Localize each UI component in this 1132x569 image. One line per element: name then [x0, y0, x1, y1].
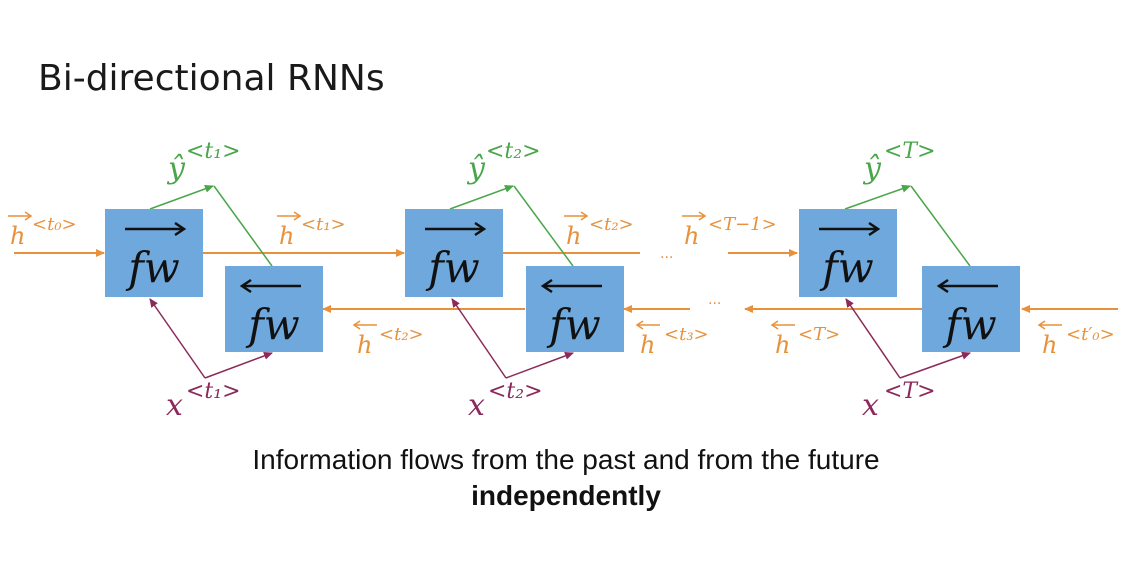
output-label-2: ŷ <t₂> [466, 139, 541, 186]
green-bwd-3 [910, 185, 971, 267]
state-base: h [684, 222, 699, 250]
state-base: h [10, 222, 25, 250]
state-base: h [640, 331, 655, 359]
output-sup: <t₁> [186, 139, 241, 164]
state-base: h [1042, 331, 1057, 359]
state-sup: <T> [798, 324, 840, 345]
forward-cell-1: fw [105, 209, 203, 297]
caption-line-1: Information flows from the past and from… [252, 444, 880, 475]
output-base: ŷ [466, 151, 486, 186]
forward-cell-2: fw [405, 209, 503, 297]
forward-state-label-1: h <t₁> [277, 211, 346, 250]
forward-cell-3: fw [799, 209, 897, 297]
state-sup: <T−1> [708, 214, 777, 235]
output-base: ŷ [862, 151, 882, 186]
purple-bwd-3 [899, 351, 971, 379]
state-sup: <t₀> [32, 214, 77, 235]
output-sup: <t₂> [486, 139, 541, 164]
green-fwd-3 [844, 184, 911, 210]
forward-cell-label: fw [425, 243, 480, 292]
state-sup: <t₂> [379, 324, 424, 345]
green-fwd-1 [149, 184, 214, 210]
forward-cell-label: fw [819, 243, 874, 292]
state-base: h [279, 222, 294, 250]
purple-fwd-3 [845, 298, 901, 379]
backward-cell-label: fw [245, 300, 300, 349]
purple-bwd-2 [505, 352, 574, 379]
backward-cell-3: fw [922, 266, 1020, 352]
backward-state-label-1: h <t₂> [352, 320, 424, 359]
green-fwd-2 [449, 184, 514, 210]
backward-cell-1: fw [225, 266, 323, 352]
forward-state-label-0: h <t₀> [8, 211, 77, 250]
output-label-3: ŷ <T> [862, 139, 936, 186]
input-label-1: x <t₁> [166, 379, 241, 423]
input-sup: <T> [884, 379, 936, 404]
backward-cell-label: fw [546, 300, 601, 349]
state-base: h [357, 331, 372, 359]
forward-state-label-2: h <t₂> [564, 211, 634, 250]
state-sup: <t₁> [301, 214, 346, 235]
state-base: h [775, 331, 790, 359]
input-label-2: x <t₂> [468, 379, 543, 423]
input-sup: <t₂> [488, 379, 543, 404]
backward-state-label-2: h <t₃> [635, 320, 709, 359]
purple-bwd-1 [204, 352, 273, 379]
state-sup: <t′₀> [1066, 324, 1115, 345]
green-bwd-2 [513, 185, 574, 267]
backward-cell-label: fw [942, 300, 997, 349]
forward-state-label-3: h <T−1> [682, 211, 777, 250]
ellipsis-backward: ... [708, 292, 721, 308]
input-base: x [862, 388, 879, 423]
input-sup: <t₁> [186, 379, 241, 404]
state-base: h [566, 222, 581, 250]
purple-fwd-2 [451, 298, 507, 379]
ellipsis-forward: ... [660, 246, 673, 262]
slide-title: Bi-directional RNNs [38, 58, 385, 99]
input-base: x [166, 388, 183, 423]
output-base: ŷ [166, 151, 186, 186]
forward-cell-label: fw [125, 243, 180, 292]
output-sup: <T> [884, 139, 936, 164]
backward-state-label-4: h <t′₀> [1037, 320, 1115, 359]
state-sup: <t₂> [589, 214, 634, 235]
purple-fwd-1 [149, 298, 206, 379]
state-sup: <t₃> [664, 324, 709, 345]
backward-state-label-3: h <T> [770, 320, 840, 359]
caption-line-2: independently [471, 480, 661, 511]
input-base: x [468, 388, 485, 423]
green-bwd-1 [213, 185, 273, 267]
input-label-3: x <T> [862, 379, 936, 423]
output-label-1: ŷ <t₁> [166, 139, 241, 186]
backward-cell-2: fw [526, 266, 624, 352]
